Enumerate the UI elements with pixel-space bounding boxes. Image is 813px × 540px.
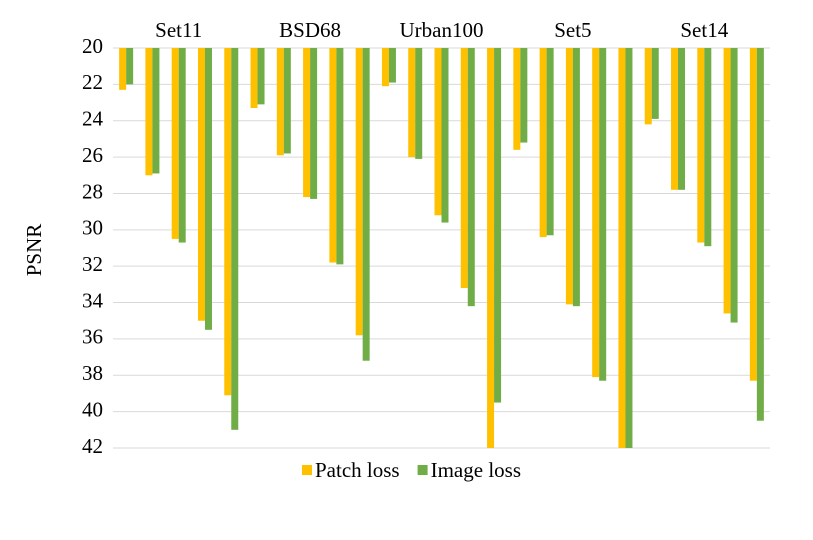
bar — [145, 48, 153, 176]
bar — [618, 48, 626, 448]
bar — [520, 48, 528, 143]
bar — [197, 48, 205, 321]
group-label: Set5 — [554, 18, 591, 42]
y-tick-label: 28 — [82, 179, 103, 203]
bar — [487, 48, 495, 448]
y-tick-label: 26 — [82, 143, 103, 167]
bar — [434, 48, 442, 216]
bar — [231, 48, 239, 430]
bar — [283, 48, 291, 154]
y-tick-label: 32 — [82, 252, 103, 276]
group-label: BSD68 — [279, 18, 341, 42]
bar — [381, 48, 389, 87]
bar — [224, 48, 232, 396]
bar — [355, 48, 363, 336]
bar — [388, 48, 396, 83]
bar — [460, 48, 468, 288]
y-tick-label: 22 — [82, 70, 103, 94]
bar — [513, 48, 521, 150]
legend-swatch — [417, 465, 428, 475]
y-tick-label: 34 — [82, 288, 104, 312]
bar — [572, 48, 580, 307]
bar — [415, 48, 423, 159]
bar — [336, 48, 344, 265]
legend-swatch — [302, 465, 312, 475]
bar — [257, 48, 265, 105]
y-axis-title: PSNR — [22, 224, 46, 277]
y-tick-label: 30 — [82, 216, 103, 240]
bar — [204, 48, 212, 330]
y-tick-label: 20 — [82, 34, 103, 58]
bar — [152, 48, 160, 174]
group-label: Set14 — [680, 18, 728, 42]
bar — [539, 48, 547, 238]
group-label: Urban100 — [400, 18, 484, 42]
bar — [362, 48, 370, 361]
y-tick-label: 36 — [82, 325, 103, 349]
bar — [644, 48, 652, 125]
legend-label: Patch loss — [315, 458, 400, 482]
y-tick-label: 38 — [82, 361, 103, 385]
bar — [467, 48, 475, 307]
bar — [592, 48, 600, 378]
bar — [697, 48, 705, 243]
bar — [126, 48, 134, 85]
bar — [704, 48, 712, 247]
bar — [678, 48, 686, 190]
y-tick-label: 42 — [82, 434, 103, 458]
bar — [625, 48, 633, 448]
bar — [671, 48, 679, 190]
y-tick-label: 40 — [82, 397, 103, 421]
bar — [723, 48, 731, 314]
bar — [546, 48, 554, 236]
bar — [599, 48, 607, 381]
bar — [119, 48, 127, 90]
bar — [171, 48, 179, 239]
bar — [756, 48, 764, 421]
bar — [441, 48, 449, 223]
bar — [178, 48, 186, 243]
bar — [730, 48, 738, 323]
bar — [329, 48, 337, 263]
bar — [749, 48, 757, 381]
bar — [310, 48, 318, 199]
bar — [276, 48, 284, 156]
bar — [303, 48, 311, 198]
y-tick-label: 24 — [82, 107, 104, 131]
group-label: Set11 — [155, 18, 202, 42]
legend-label: Image loss — [431, 458, 521, 482]
bar — [494, 48, 502, 403]
bar — [408, 48, 416, 158]
bar — [565, 48, 573, 305]
bar — [250, 48, 258, 108]
bar — [651, 48, 659, 119]
